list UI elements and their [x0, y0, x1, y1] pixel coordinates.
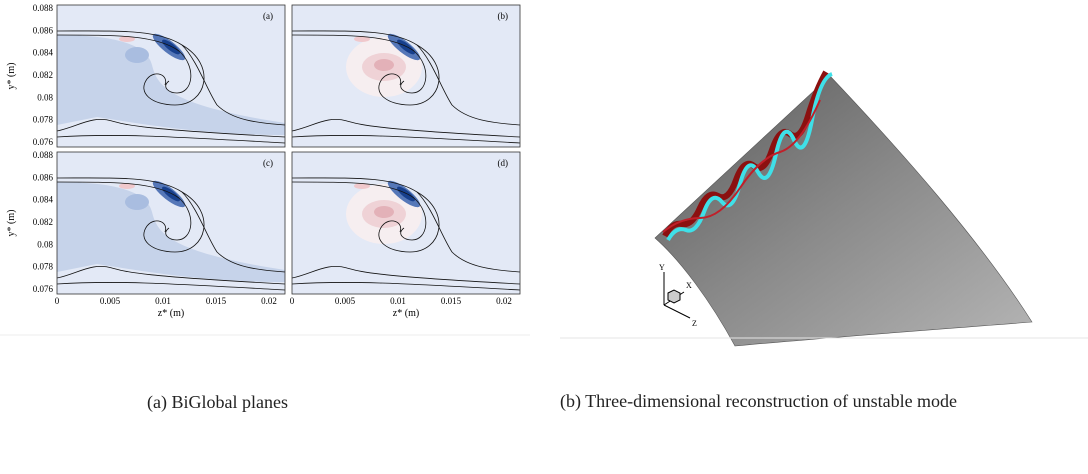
y-tick-label: 0.086	[33, 172, 54, 182]
panel-label: (b)	[498, 11, 509, 21]
y-tick-label: 0.082	[33, 217, 53, 227]
contour-fill	[374, 59, 394, 71]
x-tick-label: 0	[290, 296, 295, 306]
y-axis-label: y* (m)	[6, 210, 17, 237]
x-tick-label: 0.02	[261, 296, 277, 306]
x-tick-label: 0.005	[335, 296, 356, 306]
axis-triad	[664, 272, 690, 318]
x-tick-label: 0.015	[441, 296, 462, 306]
panel-label: (c)	[263, 158, 273, 168]
x-axis-label: z* (m)	[393, 308, 419, 319]
y-axis-label: y* (m)	[6, 63, 17, 90]
panel: (d)	[292, 152, 520, 294]
y-tick-label: 0.076	[33, 284, 54, 294]
axis-z	[664, 305, 690, 318]
axis-label: Z	[692, 319, 697, 328]
y-tick-label: 0.08	[37, 239, 53, 249]
triad-cube	[668, 290, 680, 303]
axis-label: X	[686, 281, 692, 290]
y-tick-label: 0.082	[33, 70, 53, 80]
x-tick-label: 0.005	[100, 296, 121, 306]
contour-fill	[374, 206, 394, 218]
panel-label: (a)	[263, 11, 273, 21]
panel: (a)	[57, 5, 285, 147]
contour-fill	[125, 47, 149, 63]
y-tick-label: 0.088	[33, 3, 54, 13]
panel: (b)	[292, 5, 520, 147]
panel-label: (d)	[498, 158, 509, 168]
y-tick-label: 0.084	[33, 195, 54, 205]
surface	[655, 76, 1032, 346]
y-tick-label: 0.078	[33, 115, 54, 125]
page: (a) (b) (c) (d) 0.088 0.086 0.084 0.082 0.08 0.07…	[0, 0, 1088, 474]
contour-fill	[125, 194, 149, 210]
y-tick-label: 0.086	[33, 25, 54, 35]
caption: (b) Three-dimensional reconstruction of …	[560, 376, 1088, 426]
x-tick-label: 0.02	[496, 296, 512, 306]
y-tick-label: 0.088	[33, 150, 54, 160]
axis-label: Y	[659, 263, 665, 272]
figure: (a) (b) (c) (d) 0.088 0.086 0.084 0.082 0.08 0.07…	[0, 0, 1088, 380]
x-tick-label: 0.01	[155, 296, 171, 306]
y-tick-label: 0.076	[33, 137, 54, 147]
panel: (c)	[57, 152, 285, 294]
y-tick-label: 0.08	[37, 92, 53, 102]
caption: (a) BiGlobal planes	[147, 392, 288, 413]
y-tick-label: 0.084	[33, 48, 54, 58]
x-axis-label: z* (m)	[158, 308, 184, 319]
x-tick-label: 0	[55, 296, 60, 306]
x-tick-label: 0.015	[206, 296, 227, 306]
y-tick-label: 0.078	[33, 262, 54, 272]
x-tick-label: 0.01	[390, 296, 406, 306]
